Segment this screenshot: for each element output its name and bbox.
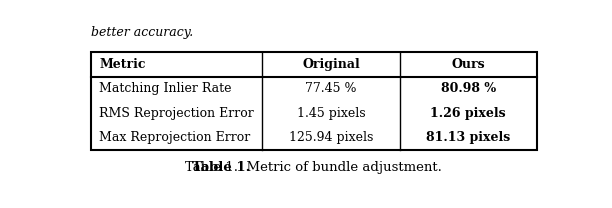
Bar [91, 52, 537, 150]
Text: better accuracy.: better accuracy. [91, 26, 193, 39]
Text: 81.13 pixels: 81.13 pixels [426, 131, 510, 144]
Text: 1.45 pixels: 1.45 pixels [297, 107, 365, 120]
Text: Table 1.  Metric of bundle adjustment.: Table 1. Metric of bundle adjustment. [185, 161, 442, 174]
Text: 77.45 %: 77.45 % [305, 82, 357, 95]
Text: Matching Inlier Rate: Matching Inlier Rate [99, 82, 232, 95]
Text: Table 1.: Table 1. [192, 161, 250, 174]
Text: 125.94 pixels: 125.94 pixels [289, 131, 373, 144]
Text: Metric: Metric [99, 58, 146, 71]
Text: Original: Original [302, 58, 360, 71]
Text: RMS Reprojection Error: RMS Reprojection Error [99, 107, 254, 120]
Text: Max Reprojection Error: Max Reprojection Error [99, 131, 250, 144]
Text: 80.98 %: 80.98 % [441, 82, 496, 95]
Text: 1.26 pixels: 1.26 pixels [430, 107, 506, 120]
Text: Ours: Ours [451, 58, 485, 71]
